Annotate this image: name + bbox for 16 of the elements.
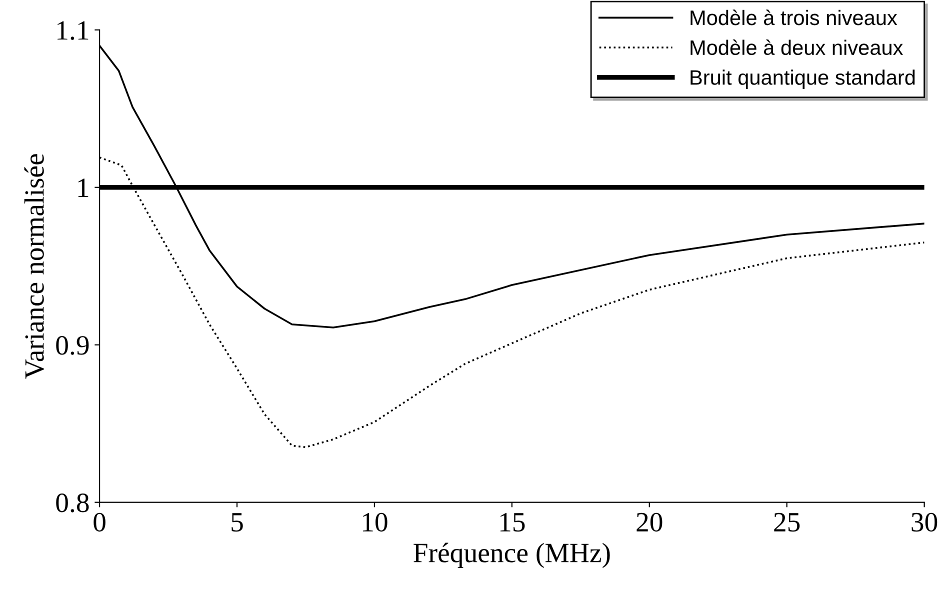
y-tick-label: 1.1 xyxy=(58,21,88,40)
legend-label: Bruit quantique standard xyxy=(690,70,915,89)
y-tick-label: 0.8 xyxy=(56,493,89,512)
y-tick-label: 1 xyxy=(78,178,88,198)
x-tick-label: 20 xyxy=(636,512,662,532)
x-tick-label: 5 xyxy=(232,513,243,532)
y-axis-title: Variance normalisée xyxy=(24,154,44,379)
x-tick-label: 30 xyxy=(912,512,938,532)
x-axis-title: Fréquence (MHz) xyxy=(414,542,610,568)
x-tick-label: 25 xyxy=(774,512,800,532)
x-tick-label: 0 xyxy=(94,512,106,532)
x-tick-label: 15 xyxy=(500,512,525,532)
x-tick-label: 10 xyxy=(363,512,388,532)
legend-label: Modèle à deux niveaux xyxy=(690,39,904,56)
y-tick-label: 0.9 xyxy=(56,336,89,355)
legend-label: Modèle à trois niveaux xyxy=(690,10,898,26)
